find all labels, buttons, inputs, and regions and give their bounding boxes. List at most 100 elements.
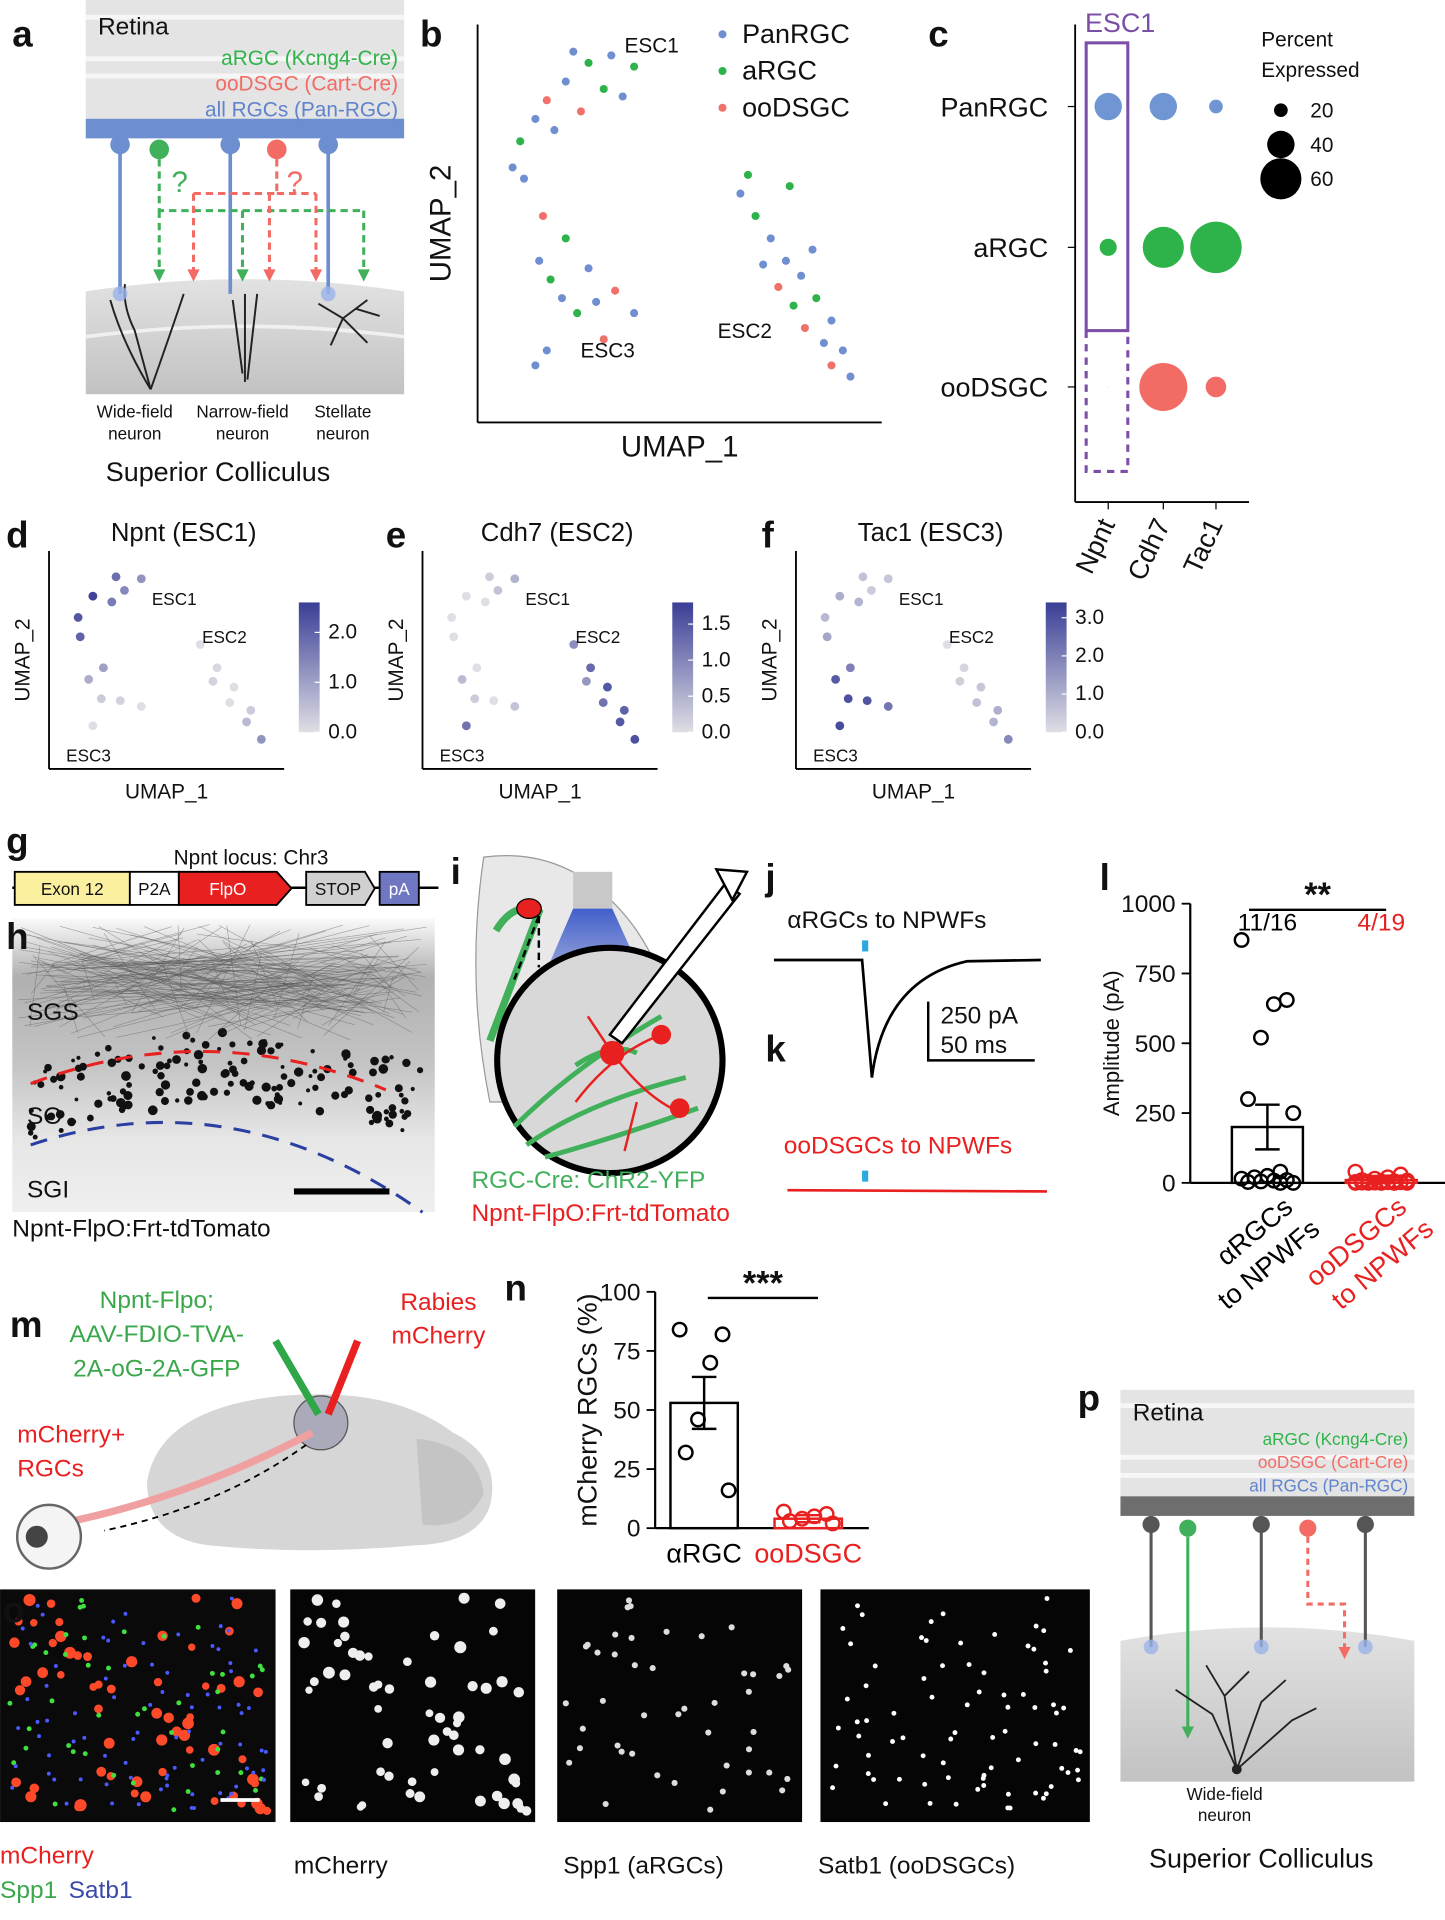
fiber [26,937,184,975]
cell [245,1766,249,1771]
fiber [331,945,422,973]
cell [385,1119,394,1128]
cell [865,1771,871,1777]
question: ? [287,166,303,199]
cell [79,1598,85,1603]
retina-stripes [1120,1403,1415,1478]
point [845,663,855,673]
cell [192,1806,197,1811]
cell [249,1673,255,1679]
arrowhead [1181,1726,1194,1739]
point [785,182,794,191]
point [195,640,205,649]
point [1252,1029,1269,1046]
cell [171,1807,177,1813]
npwf-cell [669,1098,690,1118]
cell [1025,1643,1031,1649]
cell [157,1072,165,1080]
cell [920,1753,926,1759]
size-legend-label: 40 [1310,134,1333,157]
point [827,361,836,370]
cell [602,1800,609,1808]
npwf-cell [600,1040,625,1066]
cell [429,1631,440,1641]
cell [238,1742,243,1747]
cell [205,1692,210,1697]
cell [184,1062,189,1067]
cell [37,1734,42,1739]
dot [1190,221,1242,274]
cell [20,1676,32,1687]
retina-label: mCherry+ [17,1421,125,1448]
point [242,717,252,727]
fiber [29,945,41,1028]
cell [240,1057,248,1065]
point [592,297,601,306]
cell [229,1041,236,1048]
point [831,674,841,684]
cell [368,1682,379,1692]
cell [89,1683,98,1691]
fiber [116,927,395,1019]
cell [142,1706,147,1712]
cell [723,1762,730,1769]
cell [707,1806,714,1813]
cell [73,1651,82,1660]
cell [216,1647,221,1652]
fiber [221,957,392,1035]
chart-title: Npnt (ESC1) [111,519,257,547]
point [822,632,832,642]
cell [189,1705,194,1710]
cell [53,1664,58,1668]
cell [185,1789,191,1794]
cell [467,1680,478,1692]
fiber [209,956,417,993]
cell [188,1643,196,1651]
cell [311,1594,324,1606]
cell [193,1050,204,1060]
colorbar-label: 2.0 [1075,644,1104,667]
cell [779,1787,786,1794]
point [569,640,579,649]
colorbar-label: 0.0 [702,720,731,743]
y-tick-label: 500 [1135,1031,1176,1058]
point [535,256,544,265]
legend-label: aRGC [742,56,817,86]
point [120,585,129,595]
cell [192,1078,201,1087]
cell [82,1735,87,1740]
cell [83,1652,93,1662]
argc-cell [1179,1519,1197,1537]
cell [389,1055,394,1060]
cell [156,1734,168,1746]
point [630,309,639,318]
point [73,613,83,622]
cell [631,1662,638,1669]
cell [280,1064,285,1069]
rabies-label: Rabies [400,1289,476,1316]
point [1233,932,1250,948]
colorbar [1045,602,1067,733]
cell [382,1738,393,1749]
cell [67,1117,76,1127]
cell [276,1083,284,1091]
cell [1041,1628,1047,1634]
cell [1005,1791,1011,1797]
chart-title: Tac1 (ESC3) [858,519,1004,547]
cell [981,1670,987,1676]
x-axis-label: UMAP_1 [621,431,739,464]
cell [416,1067,424,1074]
fiber [381,984,407,1019]
cell [922,1781,928,1787]
fiber [215,937,386,994]
cell [106,1091,112,1096]
cell [306,1088,311,1093]
fiber [149,955,351,1041]
fiber [267,967,345,973]
channel-label: mCherry [294,1852,389,1879]
point [989,717,998,727]
cell [220,1069,229,1078]
cell [57,1671,65,1679]
cell [1052,1742,1058,1747]
trace-title: αRGCs to NPWFs [787,907,986,934]
